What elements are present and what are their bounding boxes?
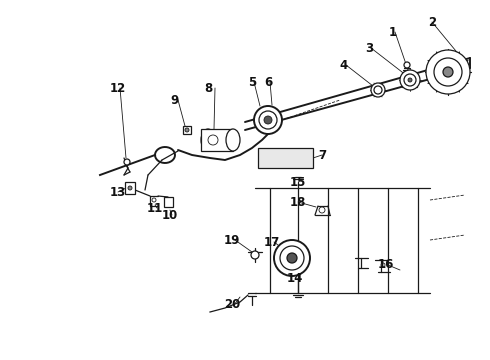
Text: 14: 14 <box>287 271 303 284</box>
Circle shape <box>274 240 310 276</box>
Circle shape <box>287 253 297 263</box>
Text: 17: 17 <box>264 235 280 248</box>
Text: 7: 7 <box>318 149 326 162</box>
Text: 8: 8 <box>204 81 212 95</box>
Text: 4: 4 <box>340 59 348 72</box>
Text: 18: 18 <box>290 195 306 208</box>
Circle shape <box>443 67 453 77</box>
Text: 12: 12 <box>110 81 126 95</box>
Circle shape <box>280 246 304 270</box>
Text: 20: 20 <box>224 298 240 311</box>
Circle shape <box>124 159 130 165</box>
Circle shape <box>434 58 462 86</box>
Circle shape <box>251 251 259 259</box>
Text: 6: 6 <box>264 76 272 89</box>
Bar <box>164 197 173 207</box>
Circle shape <box>254 106 282 134</box>
Circle shape <box>208 135 218 145</box>
Text: 3: 3 <box>365 41 373 54</box>
Circle shape <box>371 83 385 97</box>
Circle shape <box>381 263 385 267</box>
Circle shape <box>152 198 156 202</box>
Text: 16: 16 <box>378 258 394 271</box>
Bar <box>183 126 191 134</box>
Ellipse shape <box>226 129 240 151</box>
Bar <box>258 148 313 168</box>
Bar <box>201 129 233 151</box>
Circle shape <box>408 78 412 82</box>
Text: 19: 19 <box>224 234 240 247</box>
Text: 9: 9 <box>170 94 178 107</box>
Text: 10: 10 <box>162 208 178 221</box>
Circle shape <box>185 128 189 132</box>
Circle shape <box>426 50 470 94</box>
Circle shape <box>374 86 382 94</box>
Circle shape <box>264 116 272 124</box>
Circle shape <box>319 207 325 213</box>
Text: 2: 2 <box>428 15 436 28</box>
Circle shape <box>404 62 410 68</box>
Text: 15: 15 <box>290 176 306 189</box>
Text: 5: 5 <box>248 76 256 89</box>
Circle shape <box>128 186 132 190</box>
Ellipse shape <box>201 129 215 151</box>
Bar <box>125 182 135 194</box>
Text: 13: 13 <box>110 185 126 198</box>
Circle shape <box>400 70 420 90</box>
Text: 11: 11 <box>147 202 163 215</box>
Circle shape <box>404 74 416 86</box>
Circle shape <box>259 111 277 129</box>
Text: 1: 1 <box>389 26 397 39</box>
